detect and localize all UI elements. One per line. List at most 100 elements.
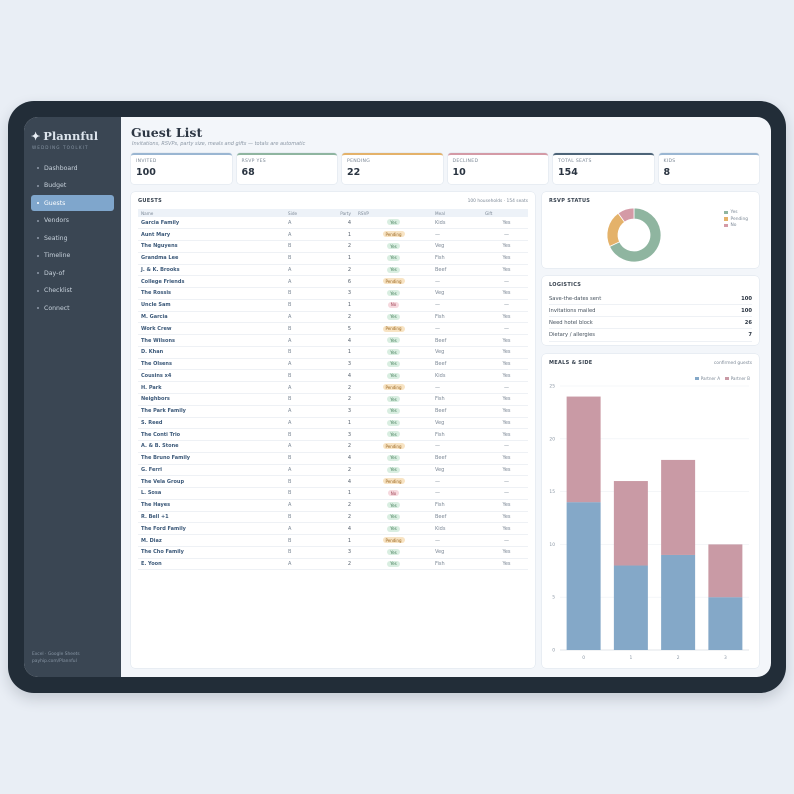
table-row[interactable]: J. & K. Brooks A 2 Yes Beef Yes: [138, 264, 528, 277]
rsvp-badge[interactable]: Yes: [387, 349, 400, 356]
guests-summary: 100 households · 154 seats: [467, 199, 528, 204]
guest-meal: Kids: [432, 522, 482, 536]
rsvp-badge[interactable]: Pending: [382, 478, 405, 485]
logistics-label: Save-the-dates sent: [549, 295, 602, 302]
rsvp-badge[interactable]: Pending: [382, 325, 405, 332]
guest-meal: Fish: [432, 393, 482, 406]
table-row[interactable]: D. Khan B 1 Yes Veg Yes: [138, 346, 528, 359]
nav-item-checklist[interactable]: Checklist: [31, 283, 114, 299]
nav-item-vendors[interactable]: Vendors: [31, 213, 114, 229]
table-row[interactable]: S. Reed A 1 Yes Veg Yes: [138, 417, 528, 430]
table-row[interactable]: The Hayes A 2 Yes Fish Yes: [138, 499, 528, 512]
column-header-side[interactable]: Side: [285, 209, 323, 217]
table-row[interactable]: Work Crew B 5 Pending — —: [138, 322, 528, 336]
column-header-meal[interactable]: Meal: [432, 209, 482, 217]
nav-item-day-of[interactable]: Day-of: [31, 265, 114, 281]
bar-partner-b-0[interactable]: [566, 396, 601, 503]
rsvp-badge[interactable]: Yes: [387, 337, 400, 344]
table-row[interactable]: M. Diaz B 1 Pending — —: [138, 534, 528, 547]
table-row[interactable]: A. & B. Stone A 2 Pending — —: [138, 440, 528, 453]
rsvp-badge[interactable]: Yes: [387, 396, 400, 403]
table-row[interactable]: Aunt Mary A 1 Pending — —: [138, 228, 528, 242]
guest-rsvp-cell: Yes: [355, 346, 432, 359]
rsvp-badge[interactable]: Pending: [382, 537, 405, 544]
rsvp-badge[interactable]: Yes: [387, 466, 400, 473]
nav-item-connect[interactable]: Connect: [31, 300, 114, 316]
page-title: Guest List: [131, 125, 203, 140]
logistics-value: 100: [741, 295, 752, 302]
rsvp-badge[interactable]: Yes: [387, 549, 400, 556]
column-header-name[interactable]: Name: [138, 209, 285, 217]
footer-link[interactable]: payhip.com/Plannful: [32, 659, 77, 664]
table-row[interactable]: R. Bell +1 B 2 Yes Beef Yes: [138, 511, 528, 524]
table-row[interactable]: Grandma Lee B 1 Yes Fish Yes: [138, 252, 528, 265]
nav-item-seating[interactable]: Seating: [31, 230, 114, 246]
table-row[interactable]: The Cho Family B 3 Yes Veg Yes: [138, 546, 528, 559]
rsvp-badge[interactable]: No: [387, 301, 400, 308]
bar-partner-a-1[interactable]: [613, 565, 648, 650]
table-row[interactable]: The Wilsons A 4 Yes Beef Yes: [138, 334, 528, 347]
rsvp-badge[interactable]: Yes: [387, 313, 400, 320]
table-row[interactable]: Cousins x4 B 4 Yes Kids Yes: [138, 369, 528, 383]
rsvp-badge[interactable]: Yes: [387, 266, 400, 273]
donut-slice-no[interactable]: [617, 207, 635, 223]
rsvp-badge[interactable]: Yes: [387, 502, 400, 508]
column-header-gift[interactable]: Gift: [482, 209, 528, 217]
brand-logo[interactable]: ✦ Plannful: [31, 129, 98, 143]
rsvp-badge[interactable]: Yes: [387, 243, 400, 250]
rsvp-badge[interactable]: Yes: [387, 407, 400, 414]
table-row[interactable]: H. Park A 2 Pending — —: [138, 381, 528, 394]
rsvp-badge[interactable]: Yes: [387, 560, 400, 567]
table-row[interactable]: Neighbors B 2 Yes Fish Yes: [138, 393, 528, 406]
table-row[interactable]: M. Garcia A 2 Yes Fish Yes: [138, 311, 528, 324]
bar-partner-a-3[interactable]: [708, 597, 743, 650]
column-header-rsvp[interactable]: RSVP: [355, 209, 432, 217]
table-row[interactable]: The Bruno Family B 4 Yes Beef Yes: [138, 452, 528, 465]
guest-meal: —: [432, 534, 482, 547]
table-row[interactable]: The Ford Family A 4 Yes Kids Yes: [138, 522, 528, 536]
guest-side: A: [285, 217, 323, 230]
nav-item-budget[interactable]: Budget: [31, 178, 114, 194]
rsvp-badge[interactable]: Yes: [387, 431, 400, 438]
table-row[interactable]: College Friends A 6 Pending — —: [138, 275, 528, 289]
table-row[interactable]: The Conti Trio B 3 Yes Fish Yes: [138, 428, 528, 442]
table-row[interactable]: The Park Family A 3 Yes Beef Yes: [138, 405, 528, 418]
bar-partner-b-3[interactable]: [708, 544, 743, 598]
table-row[interactable]: The Nguyens B 2 Yes Veg Yes: [138, 240, 528, 253]
table-row[interactable]: E. Yoon A 2 Yes Fish Yes: [138, 558, 528, 571]
rsvp-badge[interactable]: Yes: [387, 372, 400, 379]
rsvp-badge[interactable]: Yes: [387, 525, 400, 532]
rsvp-badge[interactable]: Yes: [387, 219, 400, 226]
rsvp-badge[interactable]: Yes: [387, 454, 400, 461]
bar-partner-b-2[interactable]: [661, 459, 696, 555]
table-body: Garcia Family A 4 Yes Kids Yes Aunt Mary A 1 Pend…: [138, 217, 528, 571]
rsvp-badge[interactable]: Yes: [387, 360, 400, 367]
rsvp-badge[interactable]: Pending: [382, 443, 405, 450]
table-row[interactable]: The Olsens A 3 Yes Beef Yes: [138, 358, 528, 371]
rsvp-badge[interactable]: Pending: [382, 278, 405, 285]
bar-partner-a-2[interactable]: [661, 554, 696, 650]
bar-partner-b-1[interactable]: [613, 481, 648, 566]
rsvp-badge[interactable]: Yes: [387, 419, 400, 426]
nav-item-timeline[interactable]: Timeline: [31, 248, 114, 264]
nav-item-guests[interactable]: Guests: [31, 195, 114, 211]
table-row[interactable]: The Rossis B 3 Yes Veg Yes: [138, 287, 528, 300]
x-tick-label: 1: [629, 655, 632, 661]
table-row[interactable]: Uncle Sam B 1 No — —: [138, 299, 528, 312]
rsvp-badge[interactable]: No: [387, 490, 400, 497]
table-row[interactable]: The Vela Group B 4 Pending — —: [138, 475, 528, 489]
rsvp-badge[interactable]: Pending: [382, 231, 405, 238]
nav-item-dashboard[interactable]: Dashboard: [31, 160, 114, 176]
legend-item-yes: Yes: [724, 210, 748, 215]
bar-partner-a-0[interactable]: [566, 502, 601, 650]
table-row[interactable]: L. Sosa B 1 No — —: [138, 487, 528, 500]
table-row[interactable]: G. Ferri A 2 Yes Veg Yes: [138, 464, 528, 477]
rsvp-badge[interactable]: Yes: [387, 513, 400, 520]
donut-slice-yes[interactable]: [609, 207, 662, 263]
column-header-party[interactable]: Party: [323, 209, 355, 217]
table-row[interactable]: Garcia Family A 4 Yes Kids Yes: [138, 217, 528, 230]
rsvp-badge[interactable]: Yes: [387, 290, 400, 297]
rsvp-badge[interactable]: Pending: [382, 384, 405, 391]
rsvp-badge[interactable]: Yes: [387, 254, 400, 261]
guest-party: 4: [323, 452, 355, 465]
